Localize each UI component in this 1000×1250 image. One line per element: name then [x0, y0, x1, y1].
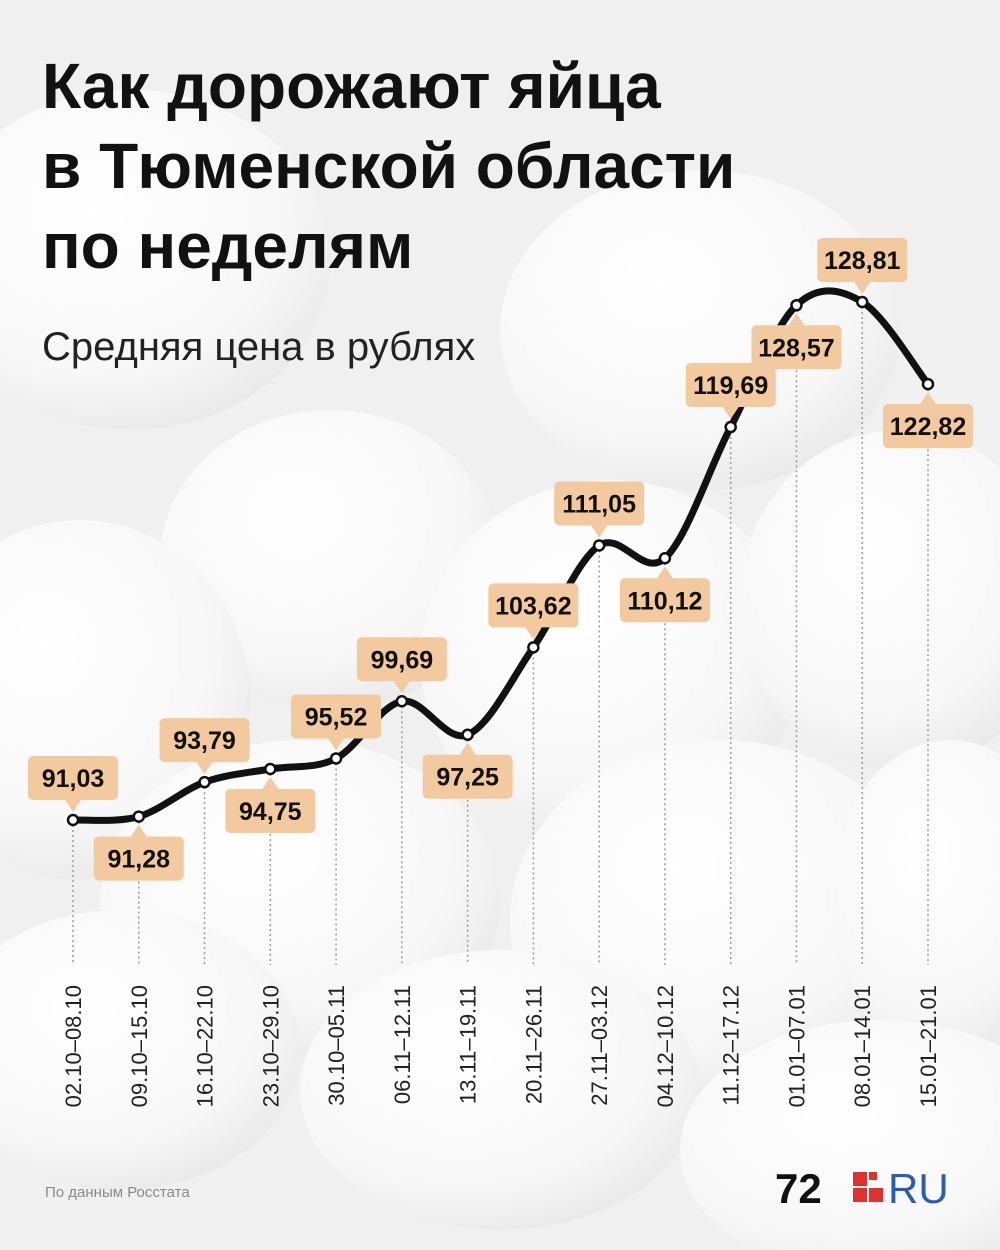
label-pointer: [854, 282, 871, 294]
data-point: [592, 539, 606, 552]
x-tick-label: 11.12–17.12: [719, 985, 744, 1106]
value-label-box: 122,82: [883, 392, 973, 449]
x-tick-label: 09.10–15.10: [127, 985, 152, 1107]
data-point: [855, 295, 869, 309]
label-box: [291, 694, 382, 739]
value-label-box: 119,69: [685, 363, 776, 420]
x-tick-label: 06.11–12.11: [390, 985, 415, 1104]
label-pointer: [393, 681, 410, 694]
x-tick-label: 23.10–29.10: [258, 985, 283, 1107]
logo-number: 72: [775, 1165, 822, 1212]
label-pointer: [788, 313, 805, 326]
value-label-box: 103,62: [488, 583, 579, 640]
label-pointer: [196, 762, 213, 775]
label-pointer: [591, 525, 608, 538]
label-pointer: [65, 800, 81, 812]
value-label-box: 94,75: [225, 776, 316, 833]
data-label: 119,69: [693, 372, 768, 400]
value-label-box: 128,81: [817, 238, 908, 294]
data-label: 128,81: [824, 247, 901, 275]
label-pointer: [920, 392, 936, 405]
data-point: [461, 728, 474, 741]
label-box: [619, 578, 710, 623]
label-box: [356, 637, 447, 682]
source-note: По данным Росстата: [45, 1184, 190, 1201]
value-label-box: 91,28: [93, 824, 184, 881]
label-box: [28, 756, 118, 800]
x-tick-label: 02.10–08.10: [61, 985, 86, 1107]
label-pointer: [656, 566, 673, 579]
data-label: 111,05: [562, 491, 636, 519]
data-point: [132, 810, 146, 823]
data-label: 94,75: [239, 798, 302, 826]
data-point: [921, 377, 935, 391]
x-tick-label: 27.11–03.12: [587, 985, 612, 1106]
data-point: [264, 762, 277, 776]
label-pointer: [525, 627, 542, 640]
data-label: 103,62: [495, 592, 571, 620]
data-point: [790, 299, 803, 312]
x-tick-label: 01.01–07.01: [784, 985, 809, 1107]
label-box: [488, 583, 579, 628]
label-pointer: [262, 776, 279, 789]
data-point: [658, 552, 672, 565]
data-label: 110,12: [627, 587, 702, 615]
data-point: [395, 695, 409, 708]
label-pointer: [328, 738, 345, 751]
label-box: [817, 238, 908, 282]
value-label-box: 97,25: [422, 742, 513, 799]
label-box: [422, 754, 513, 799]
label-box: [554, 481, 645, 526]
value-label-box: 111,05: [554, 481, 645, 538]
x-tick-label: 15.01–21.01: [916, 985, 941, 1107]
value-label-box: 110,12: [619, 566, 710, 623]
label-box: [93, 836, 184, 881]
x-tick-label: 30.10–05.11: [324, 985, 349, 1106]
data-point: [724, 420, 737, 434]
data-label: 95,52: [305, 703, 368, 731]
label-box: [159, 718, 250, 763]
x-tick-label: 16.10–22.10: [193, 985, 218, 1107]
data-label: 93,79: [173, 727, 236, 755]
data-label: 122,82: [890, 413, 966, 441]
logo: 72 RU: [775, 1165, 949, 1212]
chart-title: Как дорожают яйца: [42, 50, 661, 122]
value-label-box: 128,57: [751, 313, 842, 370]
label-box: [883, 404, 973, 449]
chart-title: по неделям: [42, 210, 413, 282]
logo-text: RU: [888, 1165, 949, 1212]
label-pointer: [722, 407, 739, 420]
label-pointer: [459, 742, 476, 755]
label-pointer: [130, 824, 147, 837]
value-label-box: 99,69: [356, 637, 447, 694]
label-box: [751, 325, 842, 370]
x-tick-label: 08.01–14.01: [850, 985, 875, 1107]
value-label-box: 91,03: [28, 756, 118, 812]
chart-subtitle: Средняя цена в рублях: [42, 325, 475, 369]
data-point: [527, 641, 540, 654]
x-tick-label: 20.11–26.11: [521, 985, 546, 1104]
chart-title: в Тюменской области: [42, 130, 735, 202]
data-label: 99,69: [371, 646, 434, 674]
data-label: 91,28: [107, 846, 170, 874]
x-tick-label: 13.11–19.11: [456, 985, 481, 1104]
data-point: [198, 775, 211, 789]
data-point: [66, 813, 80, 827]
data-point: [329, 752, 343, 765]
label-box: [685, 363, 776, 408]
label-box: [225, 788, 316, 833]
x-tick-label: 04.12–10.12: [653, 985, 678, 1107]
value-label-box: 93,79: [159, 718, 250, 775]
plot: 02.10–08.10 09.10–15.10 16.10–22.10 23.10–2…: [28, 238, 973, 1107]
data-label: 97,25: [436, 764, 499, 792]
data-label: 128,57: [758, 334, 834, 362]
value-label-box: 95,52: [291, 694, 382, 751]
data-label: 91,03: [42, 765, 105, 793]
